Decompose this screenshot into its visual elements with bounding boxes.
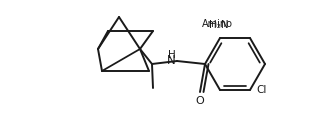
Text: N: N bbox=[167, 54, 176, 67]
Text: Cl: Cl bbox=[256, 85, 266, 95]
Text: O: O bbox=[196, 95, 204, 106]
Text: Amino: Amino bbox=[202, 19, 232, 29]
Text: H: H bbox=[168, 50, 175, 60]
Text: H₂N: H₂N bbox=[209, 20, 229, 30]
